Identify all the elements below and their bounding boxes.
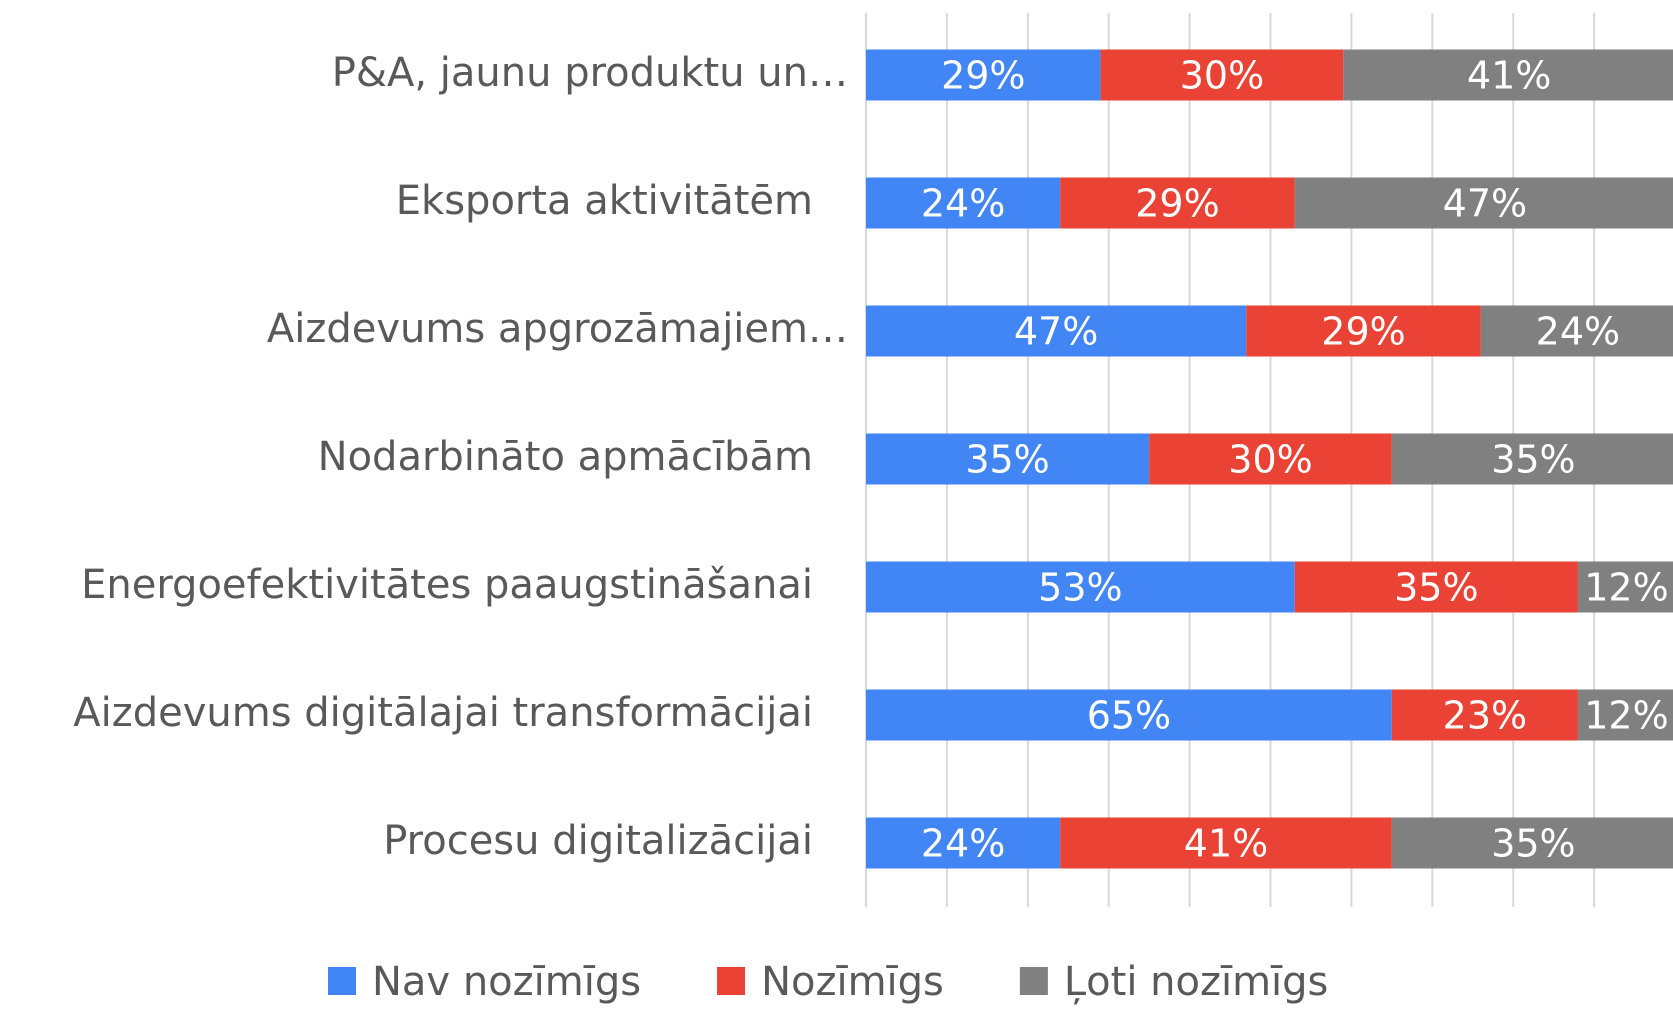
value-label: 30% (1180, 54, 1264, 98)
bar-segment (866, 689, 1392, 741)
value-label: 47% (1014, 310, 1098, 354)
category-label: Aizdevums digitālajai transformācijai (73, 690, 813, 736)
value-label: 24% (921, 182, 1005, 226)
category-label: Energoefektivitātes paaugstināšanai (81, 562, 813, 608)
value-label: 47% (1443, 182, 1527, 226)
value-label: 53% (1038, 566, 1122, 610)
value-label: 41% (1467, 54, 1551, 98)
bar-segment (1294, 177, 1673, 229)
value-label: 29% (941, 54, 1025, 98)
bar-segment (866, 561, 1295, 613)
bar-segment (1060, 817, 1392, 869)
bar-segment (1149, 433, 1392, 485)
bar-segment (1391, 817, 1673, 869)
value-label: 41% (1184, 822, 1268, 866)
bar-segment (866, 177, 1061, 229)
bar-segment (866, 817, 1061, 869)
bar-segment (1391, 433, 1673, 485)
bar-segment (1343, 49, 1673, 101)
value-label: 35% (1491, 822, 1575, 866)
value-label: 35% (1491, 438, 1575, 482)
category-label: Eksporta aktivitātēm (396, 178, 813, 224)
bar-segment (1246, 305, 1481, 357)
category-label: Aizdevums apgrozāmajiem… (267, 306, 848, 352)
bar-segment (1294, 561, 1578, 613)
value-label: 12% (1584, 566, 1668, 610)
value-label: 29% (1135, 182, 1219, 226)
value-label: 12% (1584, 694, 1668, 738)
value-label: 30% (1228, 438, 1312, 482)
value-label: 29% (1321, 310, 1405, 354)
bar-segment (1480, 305, 1673, 357)
bar-segment (1391, 689, 1578, 741)
legend-swatch (328, 967, 356, 995)
bar-segment (866, 49, 1101, 101)
value-label: 35% (965, 438, 1049, 482)
legend-label: Nav nozīmīgs (372, 959, 641, 1005)
legend-swatch (1019, 967, 1048, 995)
bar-segment (866, 433, 1150, 485)
bar-segment (1577, 561, 1673, 613)
value-label: 24% (1536, 310, 1620, 354)
bar-segment (1100, 49, 1344, 101)
category-label: Procesu digitalizācijai (383, 818, 813, 864)
legend-label: Nozīmīgs (761, 959, 944, 1005)
bar-segment (1577, 689, 1673, 741)
bar-segment (866, 305, 1247, 357)
value-label: 65% (1087, 694, 1171, 738)
legend-swatch (717, 967, 746, 995)
bar-segment (1060, 177, 1295, 229)
value-label: 23% (1443, 694, 1527, 738)
category-label: P&A, jaunu produktu un… (332, 50, 848, 96)
category-label: Nodarbināto apmācībām (318, 434, 813, 480)
legend-label: Ļoti nozīmīgs (1064, 959, 1329, 1005)
value-label: 35% (1394, 566, 1478, 610)
value-label: 24% (921, 822, 1005, 866)
